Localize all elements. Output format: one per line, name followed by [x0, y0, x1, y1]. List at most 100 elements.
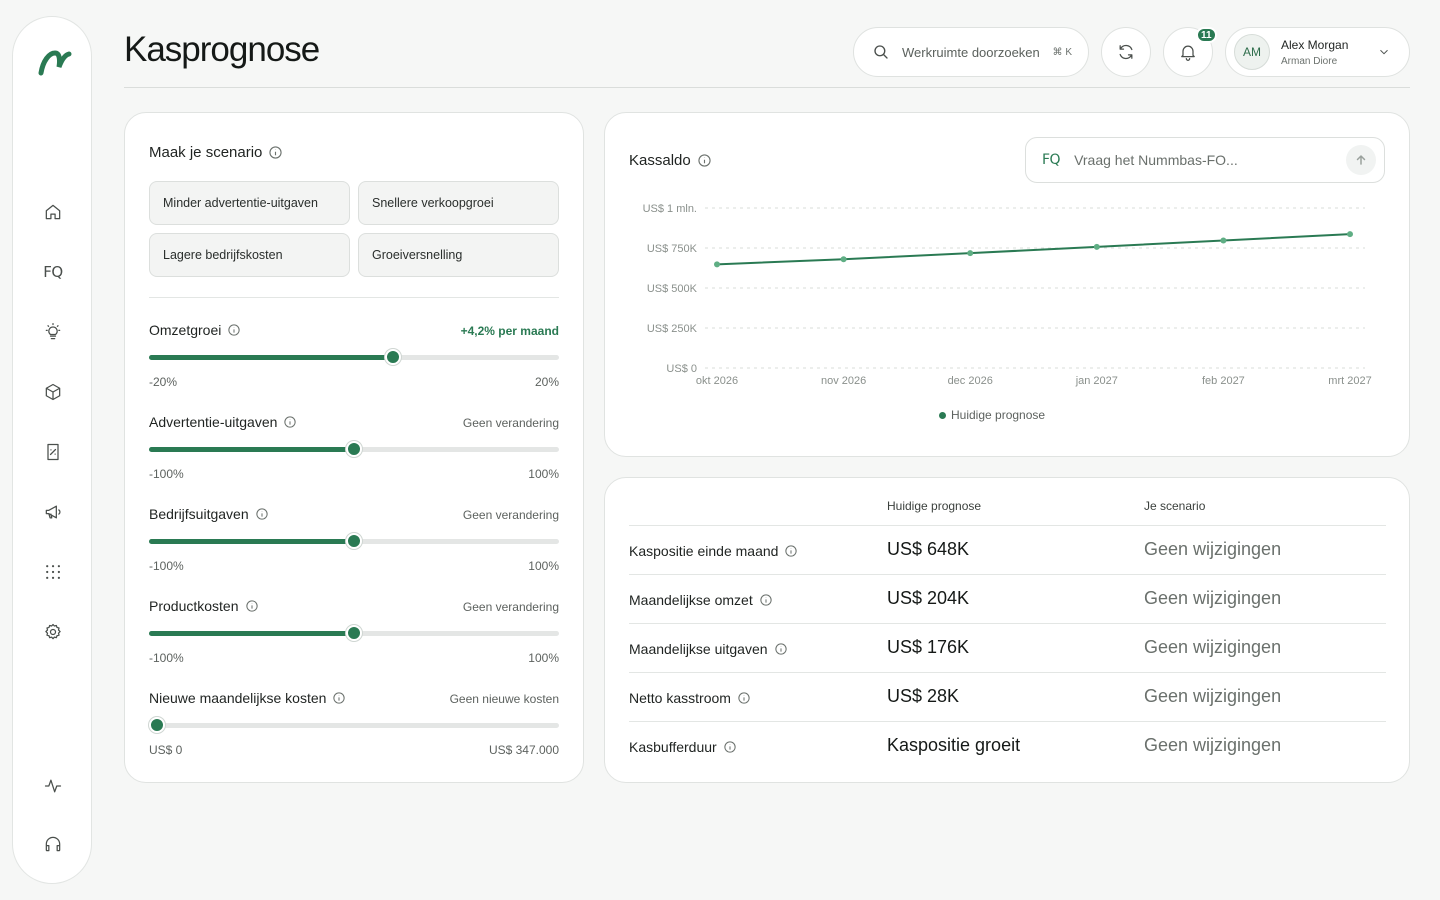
comparison-table: Huidige prognose Je scenario Kaspositie …: [604, 477, 1410, 783]
slider-min-label: -20%: [149, 375, 178, 389]
cash-balance-panel: Kassaldo US$ 0 US$ 250K US$ 500K US$ 750K US…: [604, 112, 1410, 457]
home-icon: [45, 204, 61, 220]
slider-label: Bedrijfsuitgaven: [149, 506, 268, 522]
sidebar-item-marketing[interactable]: [35, 494, 71, 530]
slider-thumb[interactable]: [346, 625, 362, 641]
info-icon[interactable]: [284, 416, 297, 428]
slider-track[interactable]: [149, 625, 559, 641]
user-info: Alex Morgan Arman Diore: [1281, 38, 1377, 67]
info-icon[interactable]: [738, 692, 750, 704]
sidebar-item-fq[interactable]: FQ: [35, 254, 71, 290]
info-icon[interactable]: [255, 508, 268, 520]
slider-label-text: Nieuwe maandelijkse kosten: [149, 690, 327, 706]
notifications-button[interactable]: 11: [1163, 27, 1217, 77]
row-label-text: Maandelijkse uitgaven: [629, 641, 768, 657]
slider-thumb[interactable]: [346, 441, 362, 457]
slider-control: Omzetgroei +4,2% per maand -20% 20%: [149, 322, 559, 394]
row-label-text: Maandelijkse omzet: [629, 592, 753, 608]
scenario-value: Geen wijzigingen: [1144, 539, 1282, 559]
slider-thumb[interactable]: [385, 349, 401, 365]
sidebar-item-home[interactable]: [35, 194, 71, 230]
info-icon[interactable]: [333, 692, 346, 704]
slider-track[interactable]: [149, 441, 559, 457]
x-tick-label: okt 2026: [696, 375, 738, 387]
legend-marker: [939, 411, 946, 419]
current-value: US$ 176K: [887, 637, 970, 657]
row-label-text: Netto kasstroom: [629, 690, 731, 706]
chart-title-text: Kassaldo: [629, 152, 691, 169]
user-menu[interactable]: AM Alex Morgan Arman Diore: [1225, 27, 1410, 77]
row-label-text: Kasbufferduur: [629, 739, 717, 755]
scenario-value: Geen wijzigingen: [1144, 637, 1282, 657]
search-icon: [874, 45, 888, 59]
y-tick-label: US$ 750K: [647, 243, 698, 255]
current-value: US$ 648K: [887, 539, 970, 559]
logo-icon[interactable]: [33, 41, 73, 81]
slider-status: Geen verandering: [462, 508, 559, 522]
ask-ai-input[interactable]: FQ Vraag het Nummbas-FO...: [1025, 137, 1385, 183]
search-input[interactable]: Werkruimte doorzoeken ⌘ K: [853, 27, 1089, 77]
search-placeholder: Werkruimte doorzoeken: [902, 44, 1040, 60]
slider-fill: [149, 539, 354, 544]
fq-icon: FQ: [1042, 152, 1061, 168]
data-point: [1093, 243, 1100, 250]
headset-icon: [45, 836, 61, 852]
y-tick-label: US$ 1 mln.: [643, 203, 697, 215]
ask-placeholder: Vraag het Nummbas-FO...: [1074, 152, 1238, 168]
x-tick-label: jan 2027: [1075, 375, 1118, 387]
send-button[interactable]: [1346, 145, 1376, 175]
scenario-value: Geen wijzigingen: [1144, 588, 1282, 608]
info-icon[interactable]: [760, 594, 772, 606]
sidebar-item-settings[interactable]: [35, 614, 71, 650]
refresh-button[interactable]: [1101, 27, 1151, 77]
slider-track[interactable]: [149, 717, 559, 733]
slider-status: Geen verandering: [462, 416, 559, 430]
row-label-text: Kaspositie einde maand: [629, 543, 779, 559]
info-icon[interactable]: [245, 600, 258, 612]
row-label: Maandelijkse omzet: [629, 592, 772, 608]
y-tick-label: US$ 250K: [647, 323, 698, 335]
page-title: Kasprognose: [124, 30, 320, 69]
slider-status: Geen verandering: [462, 600, 559, 614]
scenario-value: Geen wijzigingen: [1144, 686, 1282, 706]
row-label: Maandelijkse uitgaven: [629, 641, 787, 657]
x-tick-label: nov 2026: [821, 375, 866, 387]
slider-label: Omzetgroei: [149, 322, 241, 338]
x-tick-label: mrt 2027: [1328, 375, 1371, 387]
header-divider: [124, 87, 1410, 88]
preset-button[interactable]: Snellere verkoopgroei: [358, 181, 559, 225]
sidebar-item-support[interactable]: [35, 826, 71, 862]
sidebar-item-ideas[interactable]: [35, 314, 71, 350]
table-row: Maandelijkse uitgaven US$ 176K Geen wijzig…: [629, 623, 1386, 672]
info-icon[interactable]: [269, 146, 283, 159]
info-icon[interactable]: [774, 643, 787, 655]
bell-icon: [1181, 45, 1195, 61]
info-icon[interactable]: [228, 324, 241, 336]
search-shortcut: ⌘ K: [1052, 46, 1072, 58]
sidebar: FQ: [12, 16, 92, 884]
slider-track[interactable]: [149, 533, 559, 549]
preset-button[interactable]: Minder advertentie-uitgaven: [149, 181, 350, 225]
slider-control: Advertentie-uitgaven Geen verandering -100…: [149, 414, 559, 486]
notification-badge: 11: [1196, 27, 1217, 43]
x-tick-label: dec 2026: [948, 375, 993, 387]
info-icon[interactable]: [785, 545, 798, 557]
slider-min-label: US$ 0: [149, 743, 183, 757]
slider-thumb[interactable]: [346, 533, 362, 549]
sidebar-item-products[interactable]: [35, 374, 71, 410]
data-point: [1347, 231, 1353, 238]
slider-thumb[interactable]: [149, 717, 165, 733]
slider-track[interactable]: [149, 349, 559, 365]
table-row: Netto kasstroom US$ 28K Geen wijzigingen: [629, 672, 1386, 721]
divider: [149, 297, 559, 298]
sidebar-item-activity[interactable]: [35, 768, 71, 804]
preset-button[interactable]: Lagere bedrijfskosten: [149, 233, 350, 277]
series-line: [716, 233, 1351, 266]
info-icon[interactable]: [698, 154, 711, 167]
info-icon[interactable]: [724, 741, 736, 753]
sidebar-item-reports[interactable]: [35, 434, 71, 470]
slider-label-text: Omzetgroei: [149, 322, 222, 338]
preset-button[interactable]: Groeiversnelling: [358, 233, 559, 277]
row-label: Netto kasstroom: [629, 690, 750, 706]
sidebar-item-apps[interactable]: [35, 554, 71, 590]
